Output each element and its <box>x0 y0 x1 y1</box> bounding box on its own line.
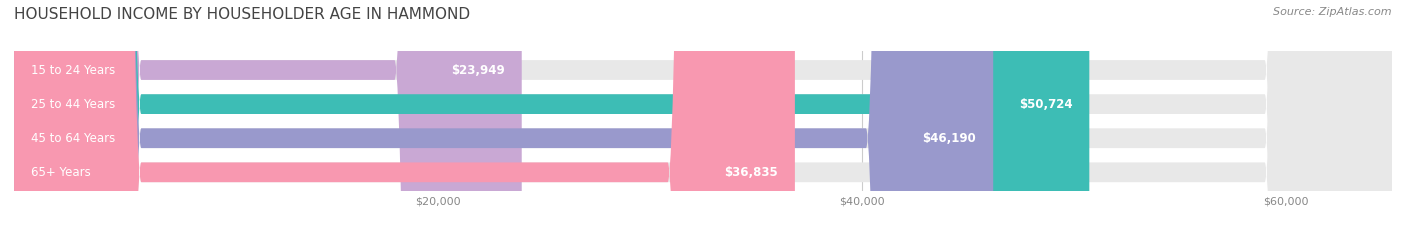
Text: 45 to 64 Years: 45 to 64 Years <box>31 132 115 145</box>
Text: Source: ZipAtlas.com: Source: ZipAtlas.com <box>1274 7 1392 17</box>
FancyBboxPatch shape <box>14 0 794 233</box>
Text: $50,724: $50,724 <box>1019 98 1073 111</box>
FancyBboxPatch shape <box>14 0 1392 233</box>
Text: 15 to 24 Years: 15 to 24 Years <box>31 64 115 76</box>
FancyBboxPatch shape <box>14 0 1090 233</box>
FancyBboxPatch shape <box>14 0 1392 233</box>
Text: $36,835: $36,835 <box>724 166 778 179</box>
Text: 65+ Years: 65+ Years <box>31 166 91 179</box>
FancyBboxPatch shape <box>14 0 1392 233</box>
FancyBboxPatch shape <box>14 0 1392 233</box>
Text: $23,949: $23,949 <box>451 64 505 76</box>
FancyBboxPatch shape <box>14 0 993 233</box>
Text: 25 to 44 Years: 25 to 44 Years <box>31 98 115 111</box>
FancyBboxPatch shape <box>14 0 522 233</box>
Text: HOUSEHOLD INCOME BY HOUSEHOLDER AGE IN HAMMOND: HOUSEHOLD INCOME BY HOUSEHOLDER AGE IN H… <box>14 7 470 22</box>
Text: $46,190: $46,190 <box>922 132 976 145</box>
